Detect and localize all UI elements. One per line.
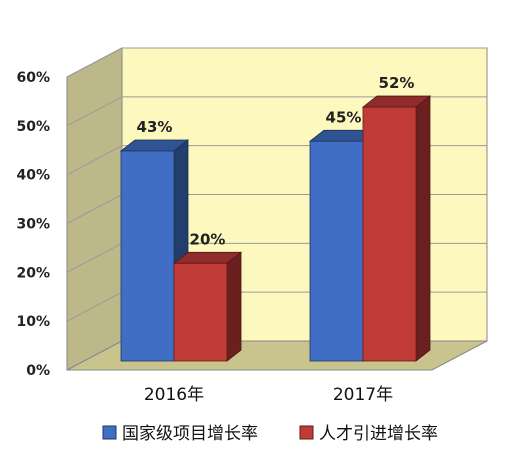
legend-swatch — [299, 425, 314, 440]
x-axis-categories: 2016年 2017年 — [144, 385, 393, 405]
bar-front-face — [309, 140, 364, 362]
data-label: 43% — [137, 118, 173, 136]
y-tick-label: 30% — [16, 217, 50, 233]
bar-front-face — [120, 150, 175, 362]
y-tick-label: 20% — [16, 265, 50, 281]
legend-label: 人才引进增长率 — [319, 424, 438, 444]
x-category-label: 2017年 — [333, 385, 393, 405]
bar-side-face — [415, 95, 431, 362]
bars — [119, 95, 432, 362]
x-category-label: 2016年 — [144, 385, 204, 405]
y-tick-label: 50% — [16, 119, 50, 135]
bar-side-face — [226, 251, 242, 362]
legend: 国家级项目增长率 人才引进增长率 — [102, 424, 438, 444]
legend-swatch — [102, 425, 117, 440]
y-axis-ticks: 0% 10% 20% 30% 40% 50% 60% — [16, 70, 50, 379]
legend-label: 国家级项目增长率 — [122, 424, 258, 444]
data-label: 52% — [379, 74, 415, 92]
bar-0-0 — [119, 139, 190, 362]
data-labels: 43% 20% 45% 52% — [137, 74, 415, 248]
gridline — [66, 47, 487, 78]
bar-front-face — [362, 106, 417, 362]
y-tick-label: 10% — [16, 314, 50, 330]
y-tick-label: 40% — [16, 168, 50, 184]
y-tick-label: 60% — [16, 70, 50, 86]
bar-0-1 — [172, 251, 243, 362]
bar-front-face — [173, 262, 228, 362]
data-label: 45% — [326, 108, 362, 126]
data-label: 20% — [190, 230, 226, 248]
gridline — [66, 96, 487, 127]
bar-1-1 — [361, 95, 432, 362]
y-tick-label: 0% — [26, 363, 50, 379]
